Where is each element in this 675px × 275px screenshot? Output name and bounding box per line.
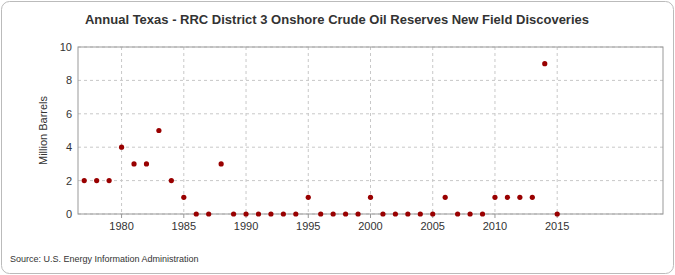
- point: [119, 145, 124, 150]
- point: [293, 211, 298, 216]
- point: [492, 195, 497, 200]
- point: [393, 211, 398, 216]
- point: [380, 211, 385, 216]
- point: [243, 211, 248, 216]
- x-tick-label: 1990: [234, 220, 258, 232]
- point: [455, 211, 460, 216]
- y-tick-label: 8: [66, 74, 72, 86]
- grid-line: [78, 80, 663, 81]
- x-tick: [494, 214, 495, 218]
- point: [231, 211, 236, 216]
- point: [405, 211, 410, 216]
- point: [517, 195, 522, 200]
- point: [443, 195, 448, 200]
- point: [368, 195, 373, 200]
- point: [194, 211, 199, 216]
- grid-line: [78, 147, 663, 148]
- x-tick-label: 2005: [420, 220, 444, 232]
- point: [542, 61, 547, 66]
- point: [355, 211, 360, 216]
- point: [331, 211, 336, 216]
- x-tick-label: 1985: [172, 220, 196, 232]
- point: [418, 211, 423, 216]
- grid-line: [308, 47, 309, 214]
- x-tick-label: 2000: [358, 220, 382, 232]
- x-tick: [308, 214, 309, 218]
- point: [306, 195, 311, 200]
- point: [268, 211, 273, 216]
- x-tick-label: 1995: [296, 220, 320, 232]
- point: [555, 211, 560, 216]
- x-tick: [370, 214, 371, 218]
- title: Annual Texas - RRC District 3 Onshore Cr…: [85, 12, 589, 27]
- source-note: Source: U.S. Energy Information Administ…: [10, 254, 199, 264]
- point: [318, 211, 323, 216]
- grid-line: [494, 47, 495, 214]
- x-tick-label: 2010: [483, 220, 507, 232]
- y-tick-label: 2: [66, 175, 72, 187]
- y-tick-label: 4: [66, 141, 72, 153]
- x-tick: [183, 214, 184, 218]
- chart: Annual Texas - RRC District 3 Onshore Cr…: [0, 0, 675, 275]
- point: [467, 211, 472, 216]
- x-tick-label: 2015: [545, 220, 569, 232]
- point: [82, 178, 87, 183]
- grid-line: [370, 47, 371, 214]
- point: [156, 128, 161, 133]
- grid-line: [432, 47, 433, 214]
- x-tick-label: 1980: [109, 220, 133, 232]
- point: [505, 195, 510, 200]
- point: [131, 161, 136, 166]
- grid-line: [183, 47, 184, 214]
- grid-line: [246, 47, 247, 214]
- point: [343, 211, 348, 216]
- point: [107, 178, 112, 183]
- point: [206, 211, 211, 216]
- grid-line: [121, 47, 122, 214]
- point: [181, 195, 186, 200]
- point: [430, 211, 435, 216]
- outer-frame: [2, 2, 674, 274]
- x-tick: [121, 214, 122, 218]
- point: [530, 195, 535, 200]
- point: [256, 211, 261, 216]
- points: [82, 61, 560, 216]
- point: [169, 178, 174, 183]
- y-axis-label: Million Barrels: [37, 95, 49, 165]
- y-tick-label: 10: [60, 41, 72, 53]
- y-tick-label: 0: [66, 208, 72, 220]
- point: [480, 211, 485, 216]
- plot-frame: [78, 47, 663, 214]
- point: [219, 161, 224, 166]
- grid-line: [557, 47, 558, 214]
- point: [281, 211, 286, 216]
- y-tick-label: 6: [66, 108, 72, 120]
- point: [144, 161, 149, 166]
- point: [94, 178, 99, 183]
